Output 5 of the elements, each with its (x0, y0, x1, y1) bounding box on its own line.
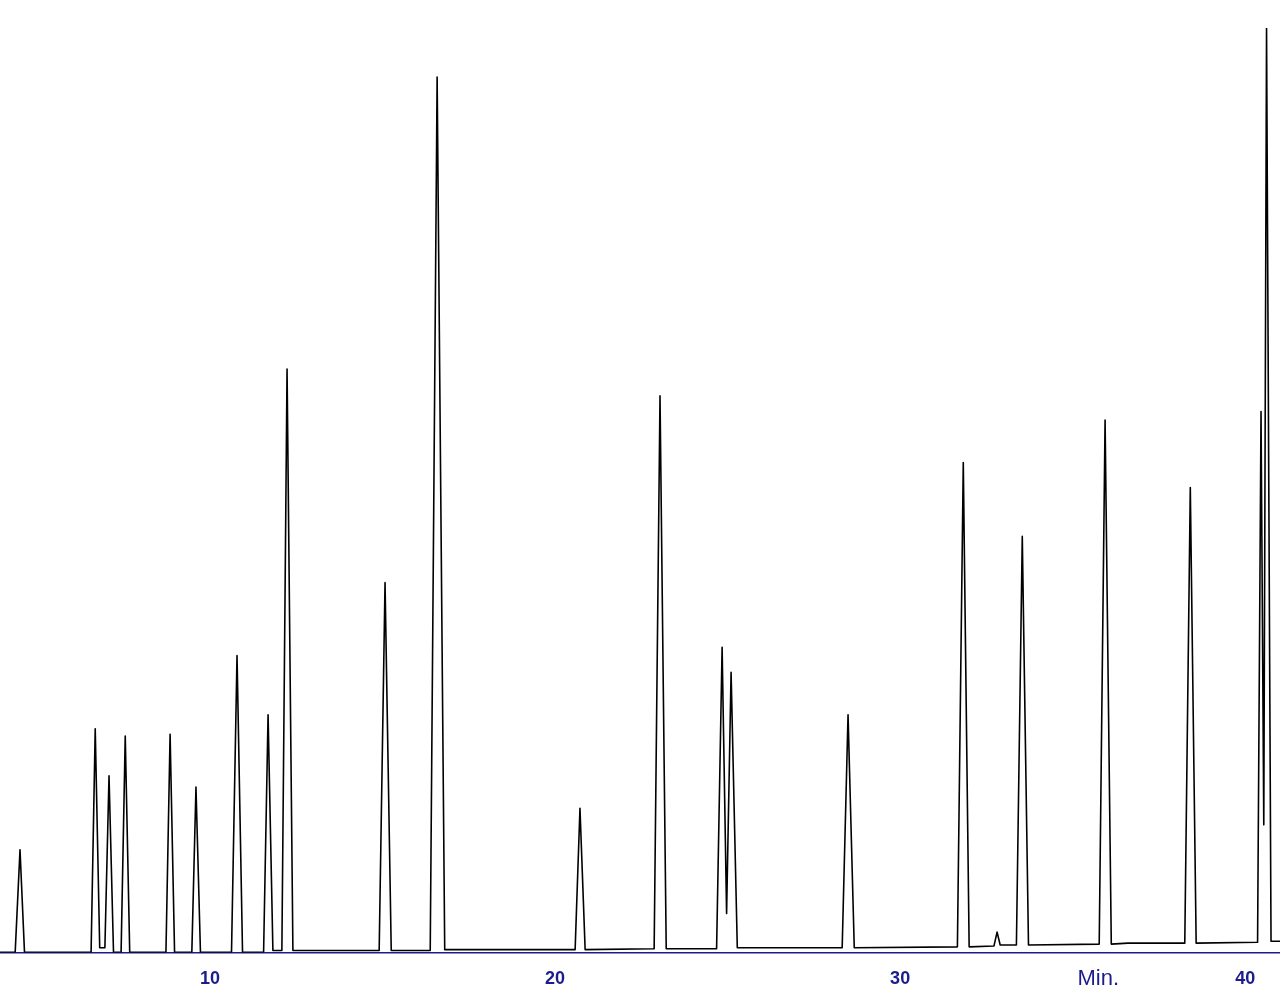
x-tick-label: 10 (200, 968, 221, 989)
x-tick-label: 40 (1235, 968, 1256, 989)
x-axis-title: Min. (1077, 965, 1120, 991)
x-tick-label: 20 (545, 968, 566, 989)
x-tick-label: 30 (890, 968, 911, 989)
